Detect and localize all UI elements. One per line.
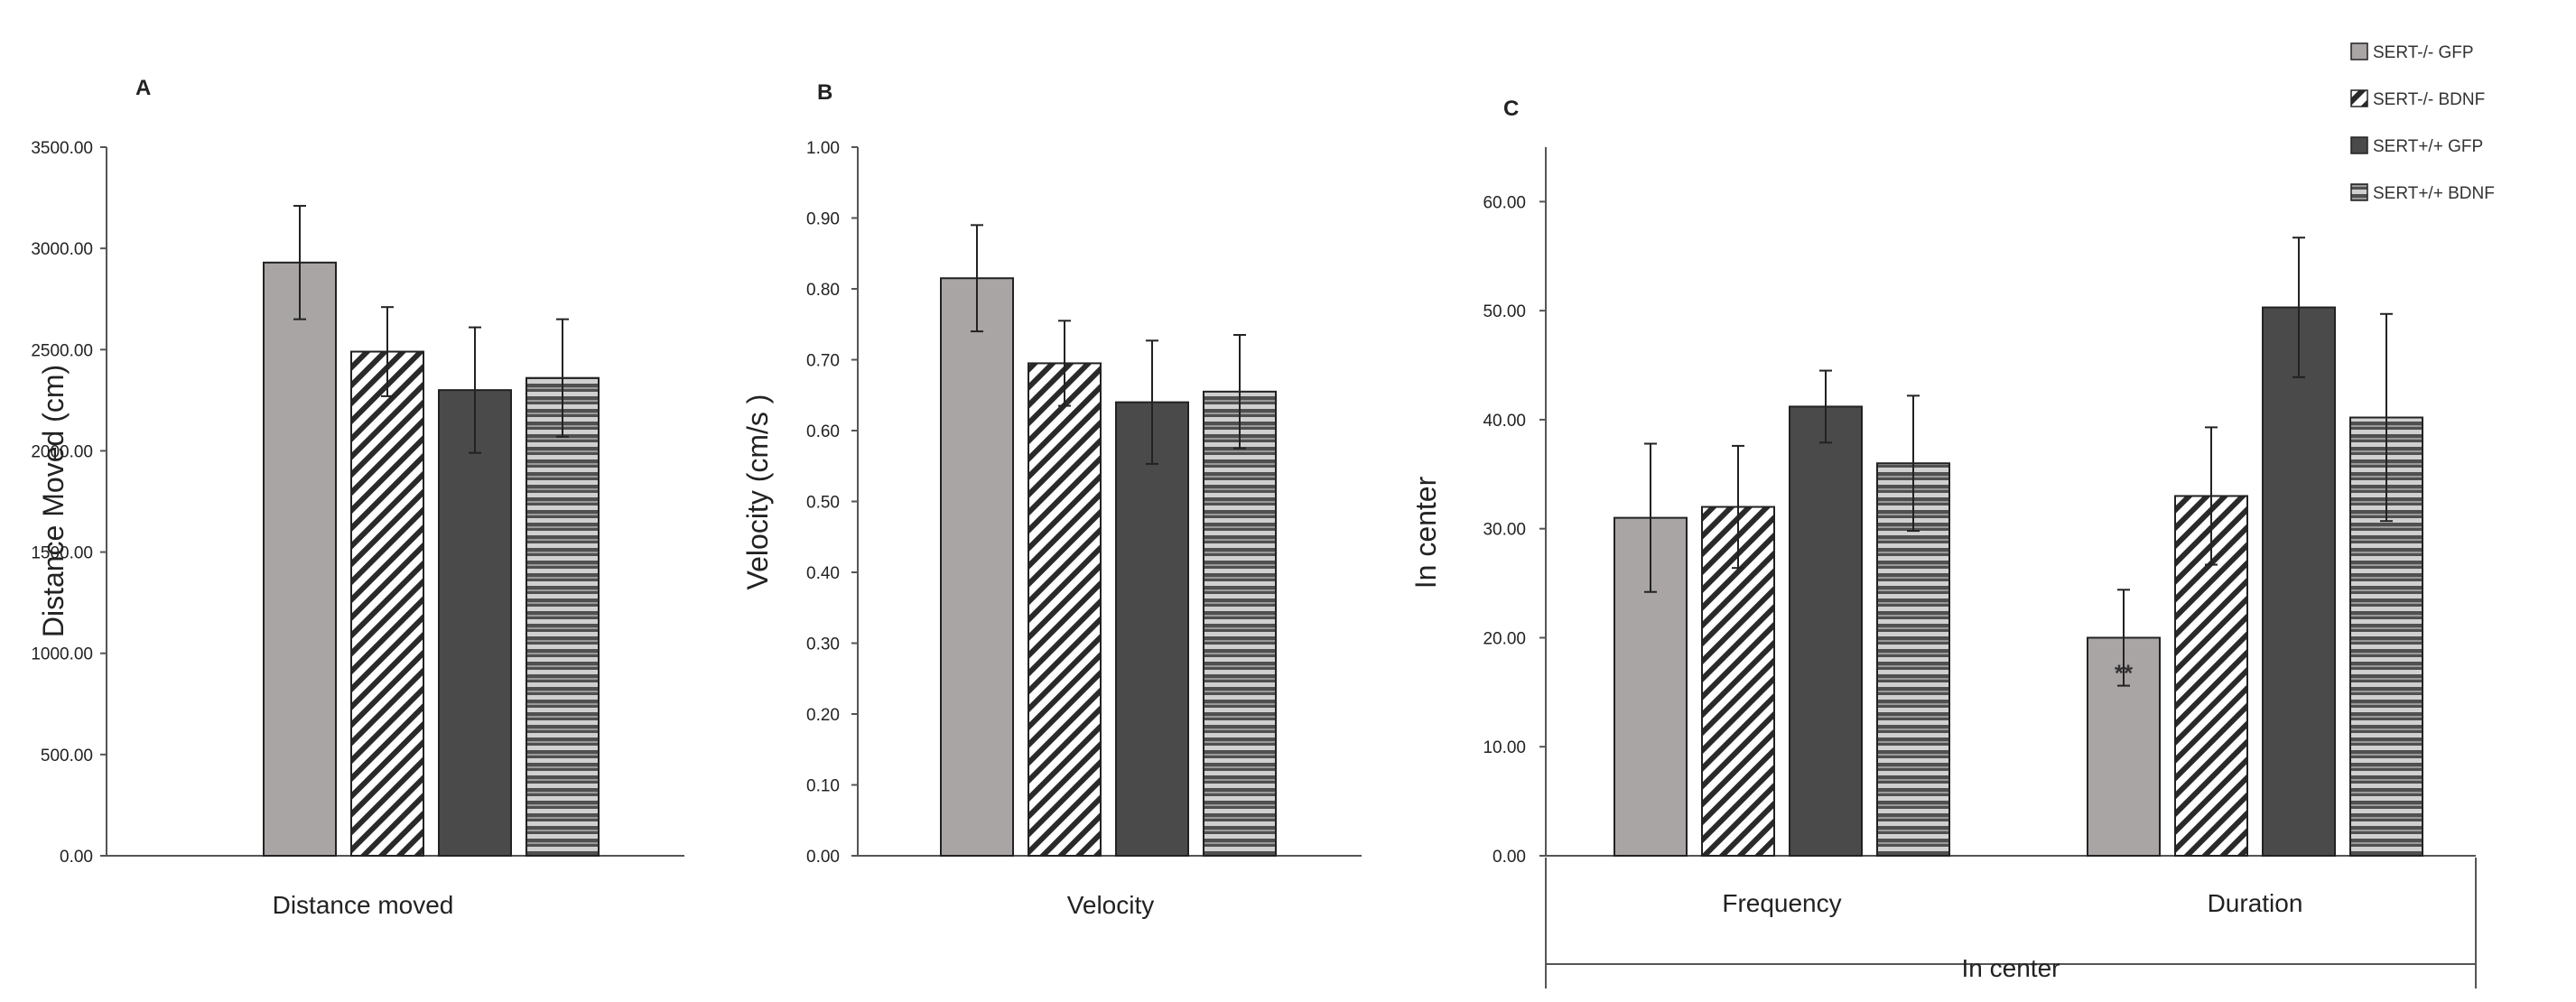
y-tick-label: 3500.00 (31, 139, 93, 158)
y-tick-label: 60.00 (1483, 193, 1526, 212)
bar (1028, 362, 1102, 857)
panel-a-x-axis-label: Distance moved (273, 891, 454, 919)
y-tick-label: 500.00 (41, 747, 93, 765)
legend-entry-label: SERT+/+ GFP (2373, 137, 2483, 156)
legend-entry-label: SERT+/+ BDNF (2373, 184, 2495, 203)
y-tick-label: 40.00 (1483, 412, 1526, 431)
y-tick-label: 0.20 (806, 706, 840, 725)
bar (1789, 405, 1863, 857)
y-tick-label: 1500.00 (31, 544, 93, 563)
legend-swatch (2350, 42, 2368, 60)
legend-swatch (2350, 136, 2368, 154)
legend-entry-label: SERT-/- GFP (2373, 43, 2474, 62)
bar (1115, 401, 1189, 857)
panel-b-x-axis-label: Velocity (1067, 891, 1155, 919)
panel-a-chart: A Distance Moved (cm) Distance moved 0.0… (31, 76, 684, 919)
category-label: Duration (2208, 889, 2303, 917)
bar (1203, 390, 1277, 857)
y-tick-label: 0.50 (806, 494, 840, 513)
y-tick-label: 0.60 (806, 422, 840, 441)
y-tick-label: 0.90 (806, 210, 840, 229)
y-tick-label: 20.00 (1483, 629, 1526, 648)
y-tick-label: 0.80 (806, 281, 840, 300)
panel-b-y-axis-label: Velocity (cm/s ) (741, 394, 774, 590)
bar (525, 376, 600, 857)
legend-swatch (2350, 183, 2368, 201)
y-tick-label: 0.70 (806, 352, 840, 371)
y-tick-label: 3000.00 (31, 240, 93, 259)
y-tick-label: 0.40 (806, 564, 840, 583)
panel-a-y-axis-label: Distance Moved (cm) (37, 365, 70, 637)
y-tick-label: 2500.00 (31, 341, 93, 360)
y-tick-label: 50.00 (1483, 302, 1526, 321)
panel-b-chart: B Velocity (cm/s ) Velocity 0.00 0.10 0.20… (741, 80, 1362, 919)
legend-entry-label: SERT-/- BDNF (2373, 90, 2485, 109)
bar (438, 389, 512, 857)
panel-b-label: B (817, 80, 832, 105)
panel-a-label: A (135, 76, 151, 100)
bar (2174, 495, 2248, 857)
panel-c-chart: C In center In center 0.00 10.00 20.00 30.0… (1409, 97, 2477, 988)
panel-c-label: C (1503, 97, 1519, 121)
y-tick-label: 1.00 (806, 139, 840, 158)
bar (263, 261, 337, 858)
category-label: Frequency (1722, 889, 1841, 917)
y-tick-label: 10.00 (1483, 738, 1526, 757)
legend: SERT-/- GFP SERT-/- BDNF SERT+/+ GFP SERT+/… (2350, 42, 2495, 203)
y-tick-label: 1000.00 (31, 645, 93, 664)
bar (2262, 306, 2336, 857)
y-tick-label: 0.00 (60, 848, 93, 867)
y-tick-label: 0.30 (806, 636, 840, 654)
panel-c-y-axis-label: In center (1409, 476, 1442, 589)
bar (350, 350, 424, 857)
legend-swatch (2350, 89, 2368, 107)
significance-annotation: ** (2115, 659, 2134, 686)
y-tick-label: 0.00 (1493, 848, 1526, 867)
panel-c-x-axis-label: In center (1962, 954, 2060, 982)
y-tick-label: 2000.00 (31, 442, 93, 461)
bar (940, 277, 1014, 858)
y-tick-label: 0.10 (806, 777, 840, 796)
y-tick-label: 30.00 (1483, 521, 1526, 540)
y-tick-label: 0.00 (806, 848, 840, 867)
